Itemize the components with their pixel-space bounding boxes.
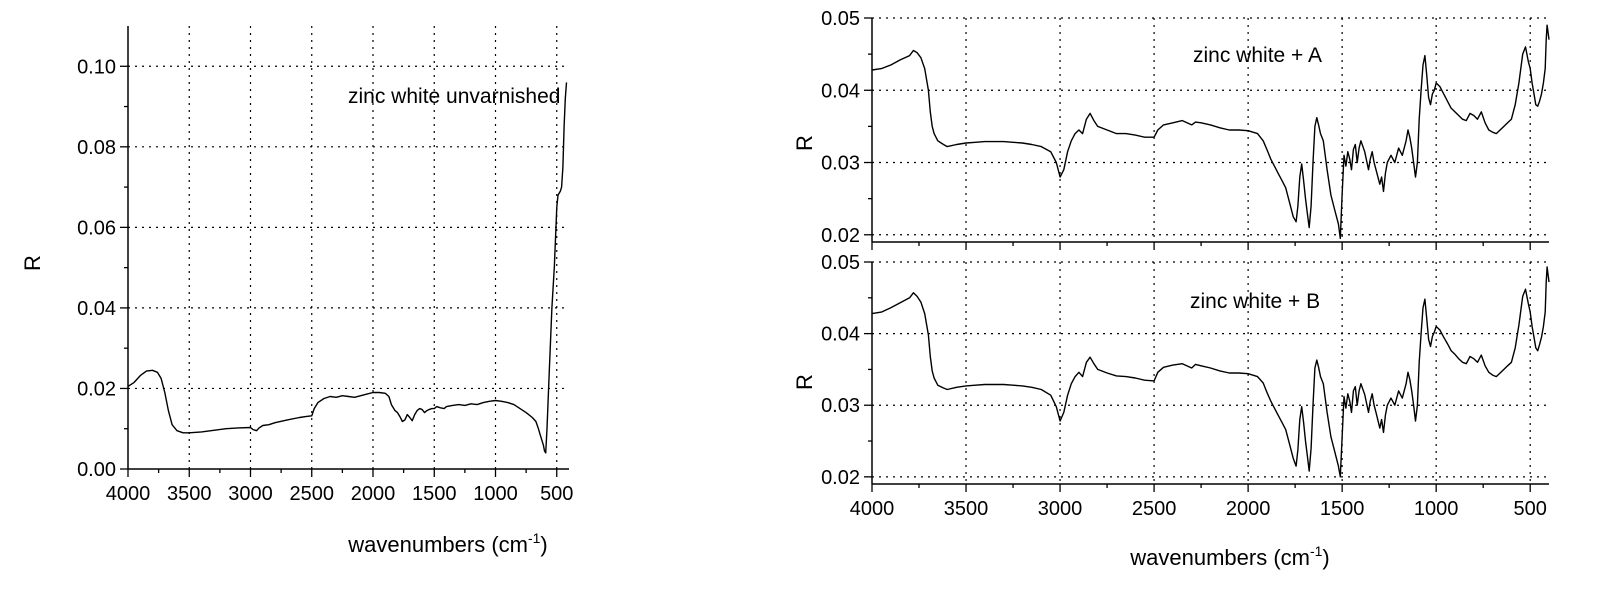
y-tick-label: 0.03	[821, 153, 860, 175]
chart-plus-b-tick-labels: 4000 3500 3000 2500 2000 1500 1000 500 0.02 0.03 0…	[821, 252, 1547, 520]
chart-unvarnished-x-axis-label: wavenumbers (cm-1)	[347, 530, 548, 557]
chart-unvarnished-tick-labels: 4000 3500 3000 2500 2000 1500 1000 500 0.00 0.02 0…	[77, 56, 573, 505]
spectrum-line	[871, 266, 1550, 478]
chart-plus-a-series	[871, 24, 1550, 240]
chart-plus-a-annotation: zinc white + A	[1193, 44, 1322, 67]
chart-plus-b-ticks	[864, 261, 1531, 492]
y-tick-label: 0.02	[77, 378, 116, 400]
chart-plus-b-series	[871, 266, 1550, 478]
y-tick-label: 0.04	[821, 80, 860, 102]
x-tick-label: 2500	[290, 483, 335, 505]
chart-plus-a: 0.02 0.03 0.04 0.05 zinc white + A R	[792, 8, 1550, 250]
x-axis-label-superscript: -1	[1310, 543, 1323, 559]
x-tick-label: 2500	[1132, 498, 1177, 520]
x-axis-label-text: wavenumbers (cm	[1129, 545, 1310, 570]
x-tick-label: 3500	[167, 483, 212, 505]
chart-plus-a-grid	[872, 17, 1549, 242]
chart-plus-a-y-axis-label: R	[792, 135, 817, 151]
x-tick-label: 3000	[1038, 498, 1083, 520]
x-tick-label: 500	[540, 483, 573, 505]
y-tick-label: 0.06	[77, 217, 116, 239]
x-tick-label: 1000	[1414, 498, 1459, 520]
y-tick-label: 0.03	[821, 395, 860, 417]
x-tick-label: 4000	[850, 498, 895, 520]
x-tick-label: 4000	[106, 483, 151, 505]
chart-plus-b-annotation: zinc white + B	[1190, 290, 1320, 313]
y-tick-label: 0.02	[821, 467, 860, 489]
x-tick-label: 1500	[1320, 498, 1365, 520]
x-tick-label: 3000	[228, 483, 273, 505]
chart-plus-b: 4000 3500 3000 2500 2000 1500 1000 500 0.02 0.03 0…	[792, 252, 1550, 570]
chart-unvarnished-series	[127, 82, 568, 454]
x-tick-label: 2000	[1226, 498, 1271, 520]
chart-plus-a-axes	[871, 18, 1549, 243]
x-axis-label-close: )	[1322, 545, 1329, 570]
chart-unvarnished-axes	[127, 26, 569, 470]
y-tick-label: 0.05	[821, 8, 860, 30]
y-tick-label: 0.04	[77, 298, 116, 320]
chart-plus-b-x-axis-label: wavenumbers (cm-1)	[1129, 543, 1330, 570]
x-tick-label: 500	[1514, 498, 1547, 520]
spectrum-line	[871, 24, 1550, 240]
x-tick-label: 1500	[412, 483, 457, 505]
chart-unvarnished-ticks	[120, 65, 558, 477]
chart-unvarnished-y-axis-label: R	[20, 255, 45, 271]
y-tick-label: 0.00	[77, 459, 116, 481]
y-tick-label: 0.05	[821, 252, 860, 274]
chart-unvarnished-annotation: zinc white unvarnished	[348, 85, 560, 108]
y-tick-label: 0.02	[821, 225, 860, 247]
chart-unvarnished: 4000 3500 3000 2500 2000 1500 1000 500 0.00 0.02 0…	[20, 26, 573, 557]
x-tick-label: 3500	[944, 498, 989, 520]
chart-plus-b-axes	[871, 262, 1549, 485]
x-axis-label-superscript: -1	[528, 530, 541, 546]
spectrum-line	[127, 82, 568, 454]
chart-plus-b-y-axis-label: R	[792, 374, 817, 390]
chart-plus-b-grid	[872, 261, 1549, 484]
x-axis-label-text: wavenumbers (cm	[347, 532, 528, 557]
y-tick-label: 0.08	[77, 137, 116, 159]
y-tick-label: 0.04	[821, 324, 860, 346]
x-tick-label: 1000	[473, 483, 518, 505]
chart-plus-a-tick-labels: 0.02 0.03 0.04 0.05	[821, 8, 860, 247]
x-axis-label-close: )	[540, 532, 547, 557]
x-tick-label: 2000	[351, 483, 396, 505]
y-tick-label: 0.10	[77, 56, 116, 78]
